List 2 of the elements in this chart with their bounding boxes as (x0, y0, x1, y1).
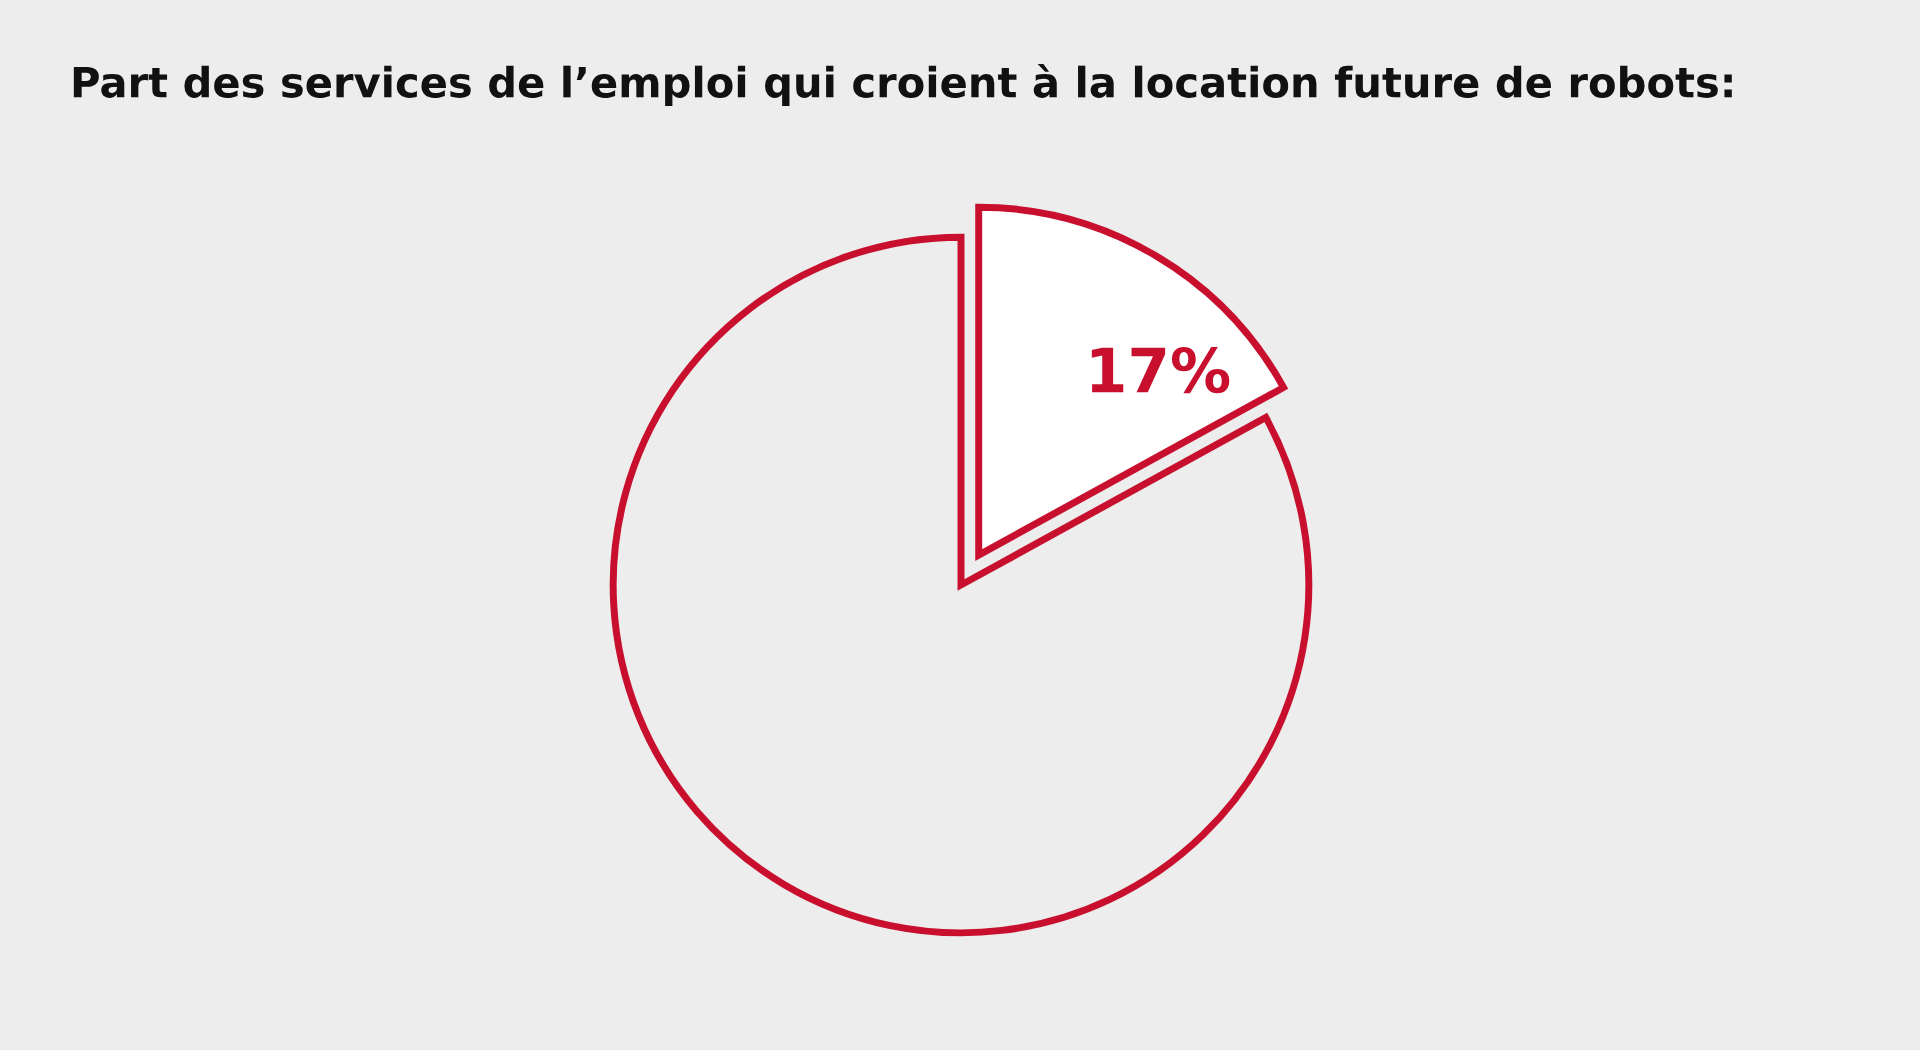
chart-title: Part des services de l’emploi qui croient à la location future de robots: (73, 64, 1732, 106)
data-label: 17% (1091, 346, 1230, 394)
